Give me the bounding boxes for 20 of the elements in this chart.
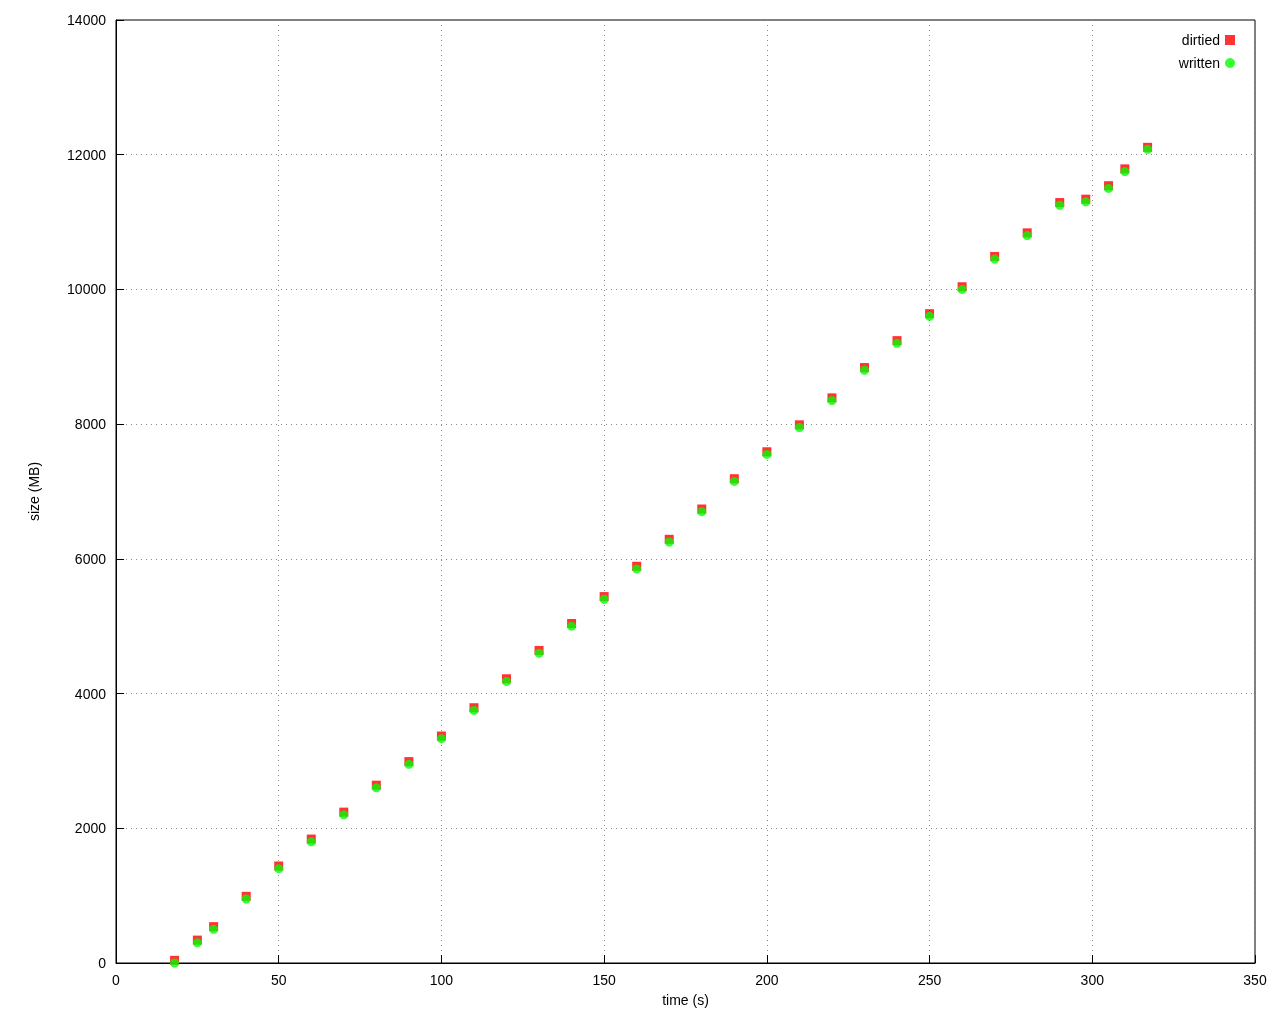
x-tick-label: 100 [429, 972, 454, 988]
x-axis-title: time (s) [662, 992, 709, 1008]
y-tick-label: 4000 [74, 685, 107, 702]
y-tick-label: 0 [98, 955, 107, 971]
x-tick-label: 0 [112, 972, 121, 988]
x-tick-label: 300 [1080, 972, 1105, 988]
legend-label: dirtied [1181, 32, 1220, 48]
x-tick-label: 250 [917, 972, 942, 988]
x-tick-label: 200 [755, 972, 779, 988]
y-tick-label: 12000 [67, 146, 107, 163]
x-tick-label: 150 [592, 972, 617, 988]
x-tick-label: 350 [1243, 972, 1267, 988]
y-tick-label: 10000 [67, 281, 107, 298]
y-tick-label: 14000 [67, 12, 107, 28]
y-tick-label: 8000 [74, 416, 107, 433]
y-tick-label: 2000 [74, 820, 107, 837]
x-tick-label: 50 [270, 972, 287, 988]
legend-label: written [1177, 55, 1220, 71]
y-tick-label: 6000 [74, 550, 107, 567]
y-axis-title: size (MB) [26, 461, 42, 522]
